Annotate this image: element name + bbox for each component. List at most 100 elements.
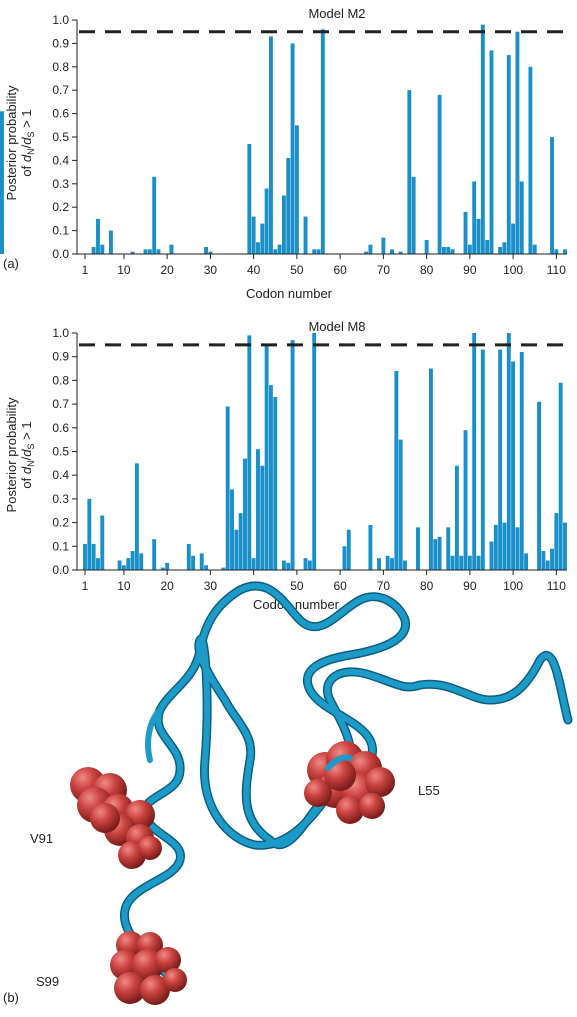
bar-codon-19: [160, 567, 165, 570]
bar-codon-94: [485, 239, 490, 254]
bar-codon-42: [260, 465, 265, 570]
y-tick-label: 0.7: [52, 83, 69, 97]
residue-label-l55: L55: [418, 783, 440, 798]
x-tick-label: 80: [420, 579, 434, 593]
bar-codon-100: [511, 223, 516, 254]
bar-codon-21: [169, 244, 174, 254]
x-tick-label: 110: [547, 579, 566, 593]
bar-codon-86: [450, 249, 455, 254]
bar-codon-61: [342, 546, 347, 570]
bar-codon-17: [152, 176, 157, 254]
bar-codon-88: [459, 555, 464, 570]
residue-label-s99: S99: [36, 974, 59, 989]
bar-codon-110: [554, 249, 559, 254]
bar-codon-78: [416, 527, 420, 570]
bar-codon-40: [251, 216, 256, 254]
bar-codon-4: [96, 558, 100, 570]
bar-codon-45: [273, 249, 278, 254]
bar-codon-14: [139, 553, 144, 570]
bar-codon-44: [269, 36, 273, 254]
bar-codon-11: [126, 558, 131, 570]
y-tick-label: 0.7: [52, 397, 69, 411]
bar-codon-97: [498, 246, 503, 254]
bar-codon-70: [381, 237, 386, 254]
bar-codon-97: [498, 349, 503, 570]
y-axis-label-line2: of dN/dS > 1: [19, 421, 36, 488]
protein-structure: L55 V91 S99 (b): [3, 581, 573, 1005]
bar-codon-50: [294, 125, 299, 254]
bar-codon-98: [502, 242, 507, 254]
bar-codon-92: [476, 555, 481, 570]
bar-codon-3: [91, 246, 96, 254]
bar-codon-45: [273, 396, 278, 570]
bar-codon-74: [398, 439, 403, 570]
bar-codon-91: [472, 181, 477, 254]
bar-codon-16: [147, 249, 152, 254]
bar-codon-99: [506, 333, 511, 570]
x-tick-label: 30: [204, 263, 218, 277]
bar-codon-37: [238, 513, 243, 570]
chart-title: Model M2: [308, 6, 365, 21]
x-tick-label: 100: [503, 579, 523, 593]
bar-codon-82: [433, 539, 438, 570]
bar-codon-107: [541, 551, 546, 570]
y-tick-label: 0.1: [52, 539, 69, 553]
bar-codon-83: [437, 536, 442, 570]
bar-codon-17: [152, 539, 157, 570]
y-tick-label: 0.3: [52, 492, 69, 506]
bar-codon-110: [554, 513, 559, 570]
bar-codon-71: [385, 555, 390, 570]
bar-codon-111: [558, 382, 563, 570]
y-tick-label: 0.5: [52, 130, 69, 144]
bar-codon-38: [243, 458, 247, 570]
chart-title: Model M8: [308, 319, 365, 334]
bar-codon-67: [368, 524, 373, 570]
bar-codon-25: [186, 543, 191, 570]
bar-codon-100: [511, 361, 516, 570]
bar-codon-103: [524, 553, 529, 570]
bar-codon-99: [506, 55, 511, 254]
bar-codon-52: [303, 558, 308, 570]
bar-codon-54: [312, 249, 317, 254]
bar-codon-undefined: [0, 221, 4, 254]
bar-codon-112: [563, 522, 567, 570]
bar-codon-66: [364, 251, 369, 254]
bar-codon-44: [269, 385, 273, 570]
x-tick-label: 10: [117, 263, 131, 277]
x-tick-label: 110: [547, 263, 566, 277]
bar-codon-101: [515, 527, 520, 570]
bar-codon-52: [303, 216, 308, 254]
x-axis-label: Codon number: [253, 597, 340, 612]
bar-codon-undefined: [0, 111, 4, 254]
bar-codon-29: [204, 246, 209, 254]
bar-codon-39: [247, 335, 252, 570]
bar-codon-101: [515, 31, 520, 255]
bar-codon-95: [489, 50, 494, 254]
residue-v91-spheres: [70, 767, 162, 869]
bar-codon-80: [424, 239, 429, 254]
bar-codon-84: [441, 246, 446, 254]
bar-codon-85: [446, 246, 451, 254]
bar-codon-56: [320, 29, 325, 254]
chart-model-m8: Model M8 Posterior probability of dN/dS …: [4, 319, 567, 612]
bar-codon-20: [165, 562, 170, 570]
bar-codon-108: [545, 560, 550, 570]
bar-codon-87: [454, 465, 459, 570]
panel-label-b: (b): [3, 990, 19, 1005]
y-axis-label-line2: of dN/dS > 1: [19, 109, 36, 176]
bar-codon-9: [117, 560, 122, 570]
bar-codon-74: [398, 251, 403, 254]
tube-over-l55: [325, 754, 353, 771]
y-axis-label-line1: Posterior probability: [4, 397, 19, 512]
bar-codon-72: [390, 558, 394, 570]
x-tick-label: 60: [333, 263, 347, 277]
bar-codon-26: [191, 555, 196, 570]
residue-l55-spheres: [304, 741, 395, 824]
bar-codon-105: [532, 244, 537, 254]
bar-codon-54: [312, 333, 317, 570]
bar-codon-46: [277, 244, 282, 254]
y-tick-label: 0.9: [52, 350, 69, 364]
bar-codon-67: [368, 244, 373, 254]
x-tick-label: 90: [463, 263, 477, 277]
panel-label-a: (a): [3, 256, 19, 271]
